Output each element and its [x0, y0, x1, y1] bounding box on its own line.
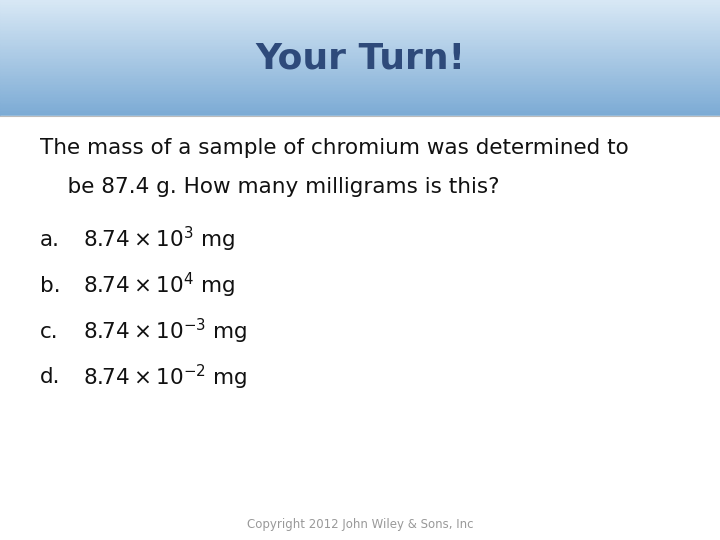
Text: b.: b.: [40, 275, 60, 296]
Bar: [0, 6, 720, 9]
Bar: [0, 92, 720, 94]
Text: $8.74\times10^{3}$ mg: $8.74\times10^{3}$ mg: [83, 225, 235, 254]
Bar: [0, 60, 720, 63]
Bar: [0, 88, 720, 90]
Bar: [0, 85, 720, 87]
Bar: [0, 107, 720, 109]
Bar: [0, 65, 720, 67]
Bar: [0, 35, 720, 36]
Bar: [0, 11, 720, 13]
Bar: [0, 55, 720, 57]
Text: $8.74\times10^{4}$ mg: $8.74\times10^{4}$ mg: [83, 271, 235, 300]
Bar: [0, 33, 720, 35]
Bar: [0, 99, 720, 102]
Bar: [0, 25, 720, 28]
Bar: [0, 4, 720, 6]
Bar: [0, 57, 720, 59]
Bar: [0, 8, 720, 10]
Bar: [0, 66, 720, 68]
Bar: [0, 31, 720, 33]
Bar: [0, 18, 720, 21]
Bar: [0, 82, 720, 84]
Text: be 87.4 g. How many milligrams is this?: be 87.4 g. How many milligrams is this?: [40, 177, 499, 197]
Bar: [0, 44, 720, 46]
Bar: [0, 39, 720, 40]
Bar: [0, 113, 720, 114]
Bar: [0, 24, 720, 26]
Bar: [0, 2, 720, 4]
Bar: [0, 78, 720, 80]
Bar: [0, 17, 720, 19]
Bar: [0, 52, 720, 53]
Bar: [0, 36, 720, 38]
Bar: [0, 105, 720, 107]
Bar: [0, 16, 720, 17]
Text: $8.74\times10^{-3}$ mg: $8.74\times10^{-3}$ mg: [83, 317, 247, 346]
Bar: [0, 79, 720, 81]
Bar: [0, 101, 720, 103]
Bar: [0, 63, 720, 65]
Text: c.: c.: [40, 321, 58, 342]
Bar: [0, 59, 720, 61]
Text: Your Turn!: Your Turn!: [255, 41, 465, 75]
Text: $8.74\times10^{-2}$ mg: $8.74\times10^{-2}$ mg: [83, 363, 247, 392]
Bar: [0, 109, 720, 110]
Bar: [0, 91, 720, 93]
Bar: [0, 90, 720, 91]
Bar: [0, 53, 720, 55]
Bar: [0, 72, 720, 74]
Text: Copyright 2012 John Wiley & Sons, Inc: Copyright 2012 John Wiley & Sons, Inc: [247, 518, 473, 531]
Bar: [0, 37, 720, 39]
Bar: [0, 5, 720, 7]
Bar: [0, 116, 720, 540]
Bar: [0, 94, 720, 96]
Bar: [0, 40, 720, 42]
Bar: [0, 71, 720, 72]
Bar: [0, 62, 720, 64]
Bar: [0, 42, 720, 44]
Bar: [0, 50, 720, 52]
Bar: [0, 12, 720, 15]
Bar: [0, 75, 720, 77]
Bar: [0, 76, 720, 78]
Bar: [0, 84, 720, 86]
Bar: [0, 103, 720, 105]
Bar: [0, 43, 720, 45]
Bar: [0, 110, 720, 112]
Bar: [0, 86, 720, 89]
Text: d.: d.: [40, 367, 60, 388]
Bar: [0, 14, 720, 16]
Bar: [0, 97, 720, 99]
Bar: [0, 68, 720, 70]
Bar: [0, 114, 720, 116]
Bar: [0, 80, 720, 83]
Bar: [0, 30, 720, 32]
Bar: [0, 20, 720, 22]
Text: a.: a.: [40, 230, 60, 250]
Bar: [0, 95, 720, 97]
Bar: [0, 48, 720, 49]
Bar: [0, 0, 720, 2]
Text: The mass of a sample of chromium was determined to: The mass of a sample of chromium was det…: [40, 138, 629, 158]
Bar: [0, 98, 720, 100]
Bar: [0, 29, 720, 30]
Bar: [0, 111, 720, 113]
Bar: [0, 46, 720, 48]
Bar: [0, 21, 720, 23]
Bar: [0, 10, 720, 11]
Bar: [0, 104, 720, 106]
Bar: [0, 69, 720, 71]
Bar: [0, 49, 720, 51]
Bar: [0, 23, 720, 25]
Bar: [0, 73, 720, 76]
Bar: [0, 56, 720, 58]
Bar: [0, 1, 720, 3]
Bar: [0, 27, 720, 29]
